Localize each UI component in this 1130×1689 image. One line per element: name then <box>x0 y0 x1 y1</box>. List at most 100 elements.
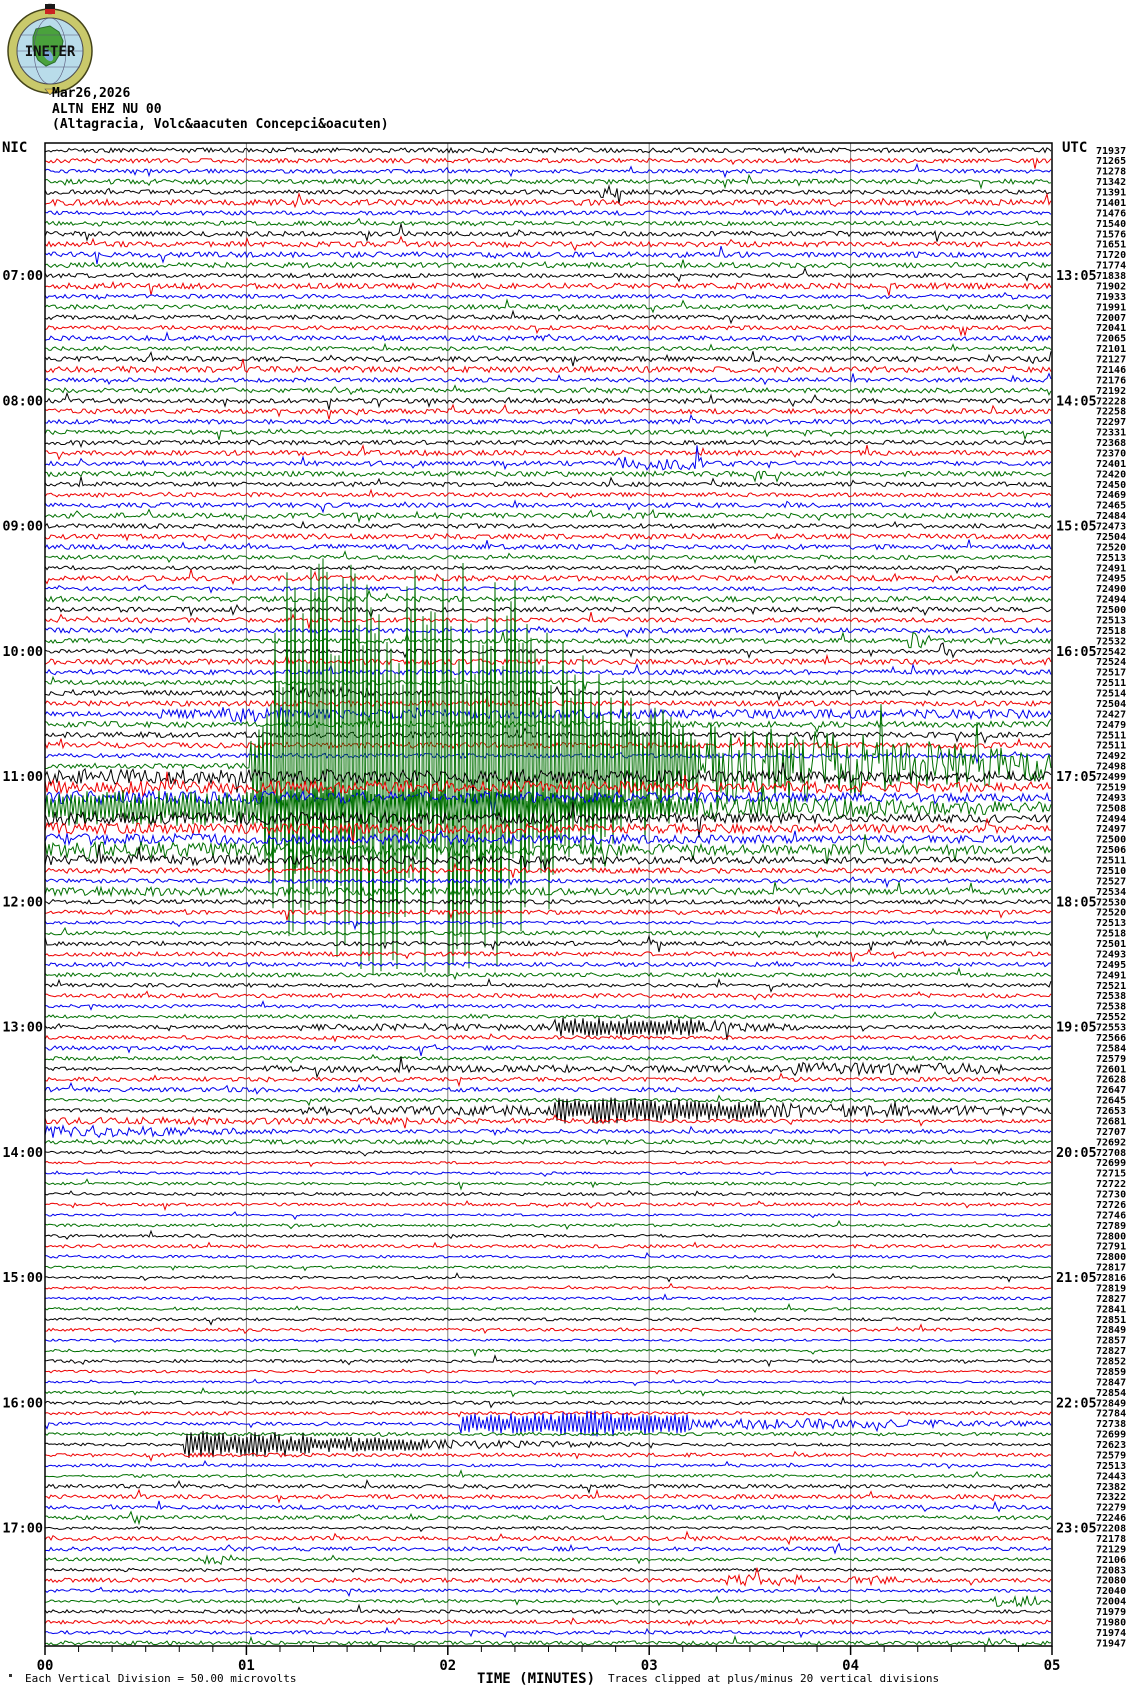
trace-offset-value-4: 71342 <box>1096 177 1126 188</box>
header-location: (Altagracia, Volc&aacuten Concepci&oacut… <box>52 117 389 132</box>
trace-offset-value-108: 72817 <box>1096 1263 1126 1274</box>
trace-line-49 <box>45 642 1052 659</box>
trace-offset-value-15: 71933 <box>1096 292 1126 303</box>
trace-line-132 <box>45 1510 1052 1526</box>
trace-line-7 <box>45 208 1052 217</box>
trace-line-136 <box>45 1554 1052 1566</box>
trace-offset-value-44: 72494 <box>1096 595 1126 606</box>
trace-line-35 <box>45 499 1052 514</box>
trace-line-17 <box>45 309 1052 325</box>
trace-offset-value-100: 72722 <box>1096 1179 1126 1190</box>
trace-offset-value-77: 72501 <box>1096 939 1126 950</box>
trace-offset-value-27: 72297 <box>1096 417 1126 428</box>
trace-offset-value-83: 72538 <box>1096 1002 1126 1013</box>
trace-offset-value-51: 72517 <box>1096 668 1126 679</box>
header: Mar26,2026 ALTN EHZ NU 00 (Altagracia, V… <box>52 86 389 133</box>
trace-offset-value-124: 72699 <box>1096 1430 1126 1441</box>
trace-offset-value-137: 72083 <box>1096 1565 1126 1576</box>
trace-line-3 <box>45 162 1052 179</box>
trace-offset-value-82: 72538 <box>1096 991 1126 1002</box>
trace-offset-value-37: 72473 <box>1096 522 1126 533</box>
trace-offset-value-34: 72469 <box>1096 490 1126 501</box>
trace-line-98 <box>45 1159 1052 1168</box>
trace-offset-value-112: 72841 <box>1096 1304 1126 1315</box>
footer-note-left: Each Vertical Division = 50.00 microvolt… <box>25 1672 297 1685</box>
trace-offset-value-38: 72504 <box>1096 532 1126 543</box>
trace-line-124 <box>45 1430 1052 1438</box>
trace-offset-value-136: 72106 <box>1096 1555 1126 1566</box>
trace-line-38 <box>45 532 1051 542</box>
trace-line-29 <box>45 439 1052 449</box>
trace-offset-value-30: 72370 <box>1096 448 1126 459</box>
trace-group <box>45 146 1052 1646</box>
trace-offset-value-79: 72495 <box>1096 960 1126 971</box>
trace-line-94 <box>45 1113 1052 1129</box>
trace-offset-value-43: 72490 <box>1096 584 1126 595</box>
trace-offset-value-115: 72857 <box>1096 1336 1126 1347</box>
trace-offset-value-101: 72730 <box>1096 1190 1126 1201</box>
trace-line-4 <box>45 173 1052 190</box>
trace-offset-value-10: 71651 <box>1096 240 1126 251</box>
trace-offset-value-104: 72789 <box>1096 1221 1126 1232</box>
trace-line-5 <box>45 184 1051 204</box>
trace-offset-value-58: 72511 <box>1096 741 1126 752</box>
trace-line-54 <box>45 694 1052 708</box>
trace-offset-value-99: 72715 <box>1096 1169 1126 1180</box>
trace-line-57 <box>45 725 1052 744</box>
trace-offset-value-88: 72579 <box>1096 1054 1126 1065</box>
trace-offset-value-55: 72427 <box>1096 709 1126 720</box>
trace-offset-value-11: 71720 <box>1096 250 1126 261</box>
trace-line-108 <box>45 1265 1052 1272</box>
trace-line-42 <box>45 569 1052 586</box>
trace-offset-value-52: 72511 <box>1096 678 1126 689</box>
trace-line-111 <box>45 1293 1052 1301</box>
trace-line-23 <box>45 372 1052 386</box>
trace-line-131 <box>45 1500 1052 1513</box>
pencil-tip-icon <box>44 88 56 95</box>
trace-offset-value-41: 72491 <box>1096 563 1126 574</box>
hour-label-left-17:00: 17:00 <box>2 1521 43 1537</box>
trace-line-11 <box>45 245 1052 265</box>
trace-offset-value-7: 71476 <box>1096 208 1126 219</box>
hour-label-left-15:00: 15:00 <box>2 1270 43 1286</box>
trace-offset-value-111: 72827 <box>1096 1294 1126 1305</box>
trace-offset-value-70: 72510 <box>1096 866 1126 877</box>
trace-line-142 <box>45 1617 1052 1627</box>
trace-offset-value-107: 72800 <box>1096 1252 1126 1263</box>
trace-line-123 <box>45 1410 1052 1437</box>
trace-offset-value-8: 71540 <box>1096 219 1126 230</box>
trace-line-50 <box>45 652 1052 666</box>
zone-label-nic: NIC <box>2 140 27 156</box>
trace-line-52 <box>45 675 1052 692</box>
trace-offset-value-57: 72511 <box>1096 730 1126 741</box>
trace-offset-value-60: 72498 <box>1096 762 1126 773</box>
trace-offset-value-120: 72854 <box>1096 1388 1126 1399</box>
trace-offset-value-92: 72645 <box>1096 1096 1126 1107</box>
trace-offset-value-128: 72443 <box>1096 1471 1126 1482</box>
utc-label-right-21:05: 21:05 <box>1056 1270 1097 1286</box>
zone-label-utc: UTC <box>1062 140 1087 156</box>
x-tick-label-3: 03 <box>641 1658 658 1674</box>
trace-offset-value-95: 72707 <box>1096 1127 1126 1138</box>
trace-offset-value-53: 72514 <box>1096 689 1126 700</box>
trace-line-141 <box>45 1603 1052 1615</box>
trace-offset-value-127: 72513 <box>1096 1461 1126 1472</box>
trace-offset-value-98: 72699 <box>1096 1158 1126 1169</box>
trace-line-28 <box>45 427 1052 441</box>
logo-text: INETER <box>25 44 76 60</box>
trace-offset-value-139: 72040 <box>1096 1586 1126 1597</box>
utc-label-right-23:05: 23:05 <box>1056 1521 1097 1537</box>
trace-offset-value-81: 72521 <box>1096 981 1126 992</box>
trace-line-140 <box>45 1594 1052 1608</box>
trace-offset-value-3: 71278 <box>1096 167 1126 178</box>
trace-offset-value-28: 72331 <box>1096 428 1126 439</box>
trace-line-26 <box>45 403 1052 420</box>
trace-line-79 <box>45 960 1052 968</box>
utc-label-right-15:05: 15:05 <box>1056 519 1097 535</box>
trace-offset-value-69: 72511 <box>1096 856 1126 867</box>
trace-line-31 <box>45 445 1052 471</box>
trace-offset-value-47: 72518 <box>1096 626 1126 637</box>
trace-offset-value-67: 72500 <box>1096 835 1126 846</box>
hour-label-left-16:00: 16:00 <box>2 1395 43 1411</box>
trace-line-114 <box>45 1323 1052 1335</box>
